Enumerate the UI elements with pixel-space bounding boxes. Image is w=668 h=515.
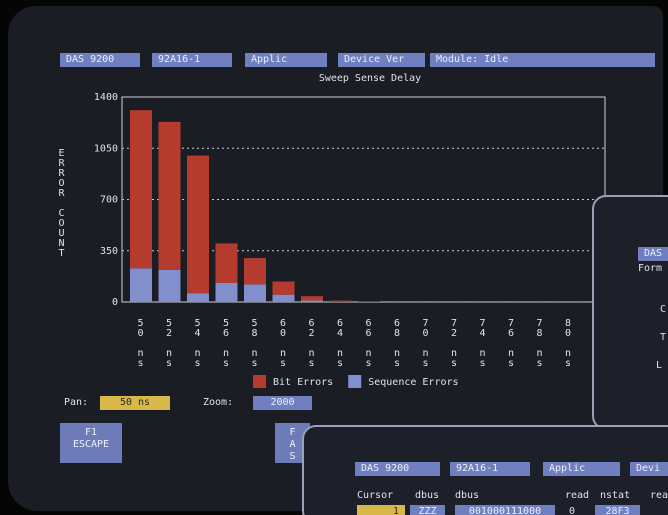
x-tick-label: 60 ns [278, 318, 289, 368]
button-key: F1 [60, 427, 122, 439]
x-tick-label: 78 ns [534, 318, 545, 368]
x-tick-label: 64 ns [335, 318, 346, 368]
bar-segment [244, 284, 266, 302]
button-label: ESCAPE [60, 439, 122, 451]
bottom-field: Devi [630, 462, 668, 476]
bar-segment [301, 301, 323, 302]
bottom-window: DAS 9200 92A16-1 Applic Devi Cursor dbus… [302, 425, 668, 515]
x-tick-label: 68 ns [392, 318, 403, 368]
bar-segment [273, 295, 295, 302]
bottom-field: DAS 9200 [355, 462, 440, 476]
chart: Sweep Sense Delay ERROR COUNT 0 350 700 105… [0, 0, 668, 400]
column-header: Cursor [357, 490, 393, 501]
column-header: rea [650, 490, 668, 501]
side-field: DAS [638, 247, 668, 261]
bar-segment [187, 293, 209, 302]
legend-label: Sequence Errors [368, 377, 458, 388]
chart-title: Sweep Sense Delay [319, 73, 421, 84]
x-tick-label: 80 ns [563, 318, 574, 368]
y-tick-label: 1050 [94, 143, 118, 154]
cell: 001000111000 [455, 505, 555, 515]
bar-segment [216, 243, 238, 283]
column-header: dbus [455, 490, 479, 501]
side-row: C [660, 304, 666, 315]
cell: ZZZ [410, 505, 445, 515]
y-tick-label: 0 [112, 297, 118, 308]
x-tick-label: 72 ns [449, 318, 460, 368]
legend-swatch [348, 375, 361, 388]
bar-segment [358, 301, 380, 302]
side-row: T [660, 332, 666, 343]
y-tick-label: 1400 [94, 92, 118, 103]
bottom-field: Applic [543, 462, 620, 476]
x-tick-label: 54 ns [192, 318, 203, 368]
legend-label: Bit Errors [273, 377, 333, 388]
bar-segment [301, 296, 323, 300]
bar-segment [159, 270, 181, 302]
x-tick-label: 58 ns [249, 318, 260, 368]
x-tick-label: 76 ns [506, 318, 517, 368]
x-tick-label: 66 ns [363, 318, 374, 368]
column-header: read [565, 490, 589, 501]
bottom-field: 92A16-1 [450, 462, 530, 476]
cell: 0 [569, 506, 575, 515]
bar-segment [130, 110, 152, 268]
bar-segment [130, 268, 152, 302]
side-row: L [656, 360, 662, 371]
column-header: dbus [415, 490, 439, 501]
side-label: Form [638, 263, 662, 274]
legend-swatch [253, 375, 266, 388]
bar-segment [273, 282, 295, 295]
pan-label: Pan: [64, 397, 88, 408]
x-tick-label: 62 ns [306, 318, 317, 368]
bar-segment [159, 122, 181, 270]
bar-segment [244, 258, 266, 284]
page: DAS 9200 92A16-1 Applic Device Ver Modul… [0, 0, 668, 515]
x-tick-label: 52 ns [164, 318, 175, 368]
bar-segment [216, 283, 238, 302]
x-tick-label: 50 ns [135, 318, 146, 368]
f1-button[interactable]: F1 ESCAPE [60, 423, 122, 463]
y-tick-label: 350 [100, 246, 118, 257]
column-header: nstat [600, 490, 630, 501]
zoom-value[interactable]: 2000 [253, 396, 312, 410]
y-axis-label: ERROR COUNT [56, 148, 67, 258]
pan-value[interactable]: 50 ns [100, 396, 170, 410]
cell: 1 [357, 505, 405, 515]
side-window: DAS Form C T L [592, 195, 668, 430]
bar-segment [187, 156, 209, 294]
x-tick-label: 56 ns [221, 318, 232, 368]
y-tick-label: 700 [100, 195, 118, 206]
bar-segment [330, 301, 352, 302]
cell: 28F3 [595, 505, 640, 515]
zoom-label: Zoom: [203, 397, 233, 408]
x-tick-label: 70 ns [420, 318, 431, 368]
x-tick-label: 74 ns [477, 318, 488, 368]
